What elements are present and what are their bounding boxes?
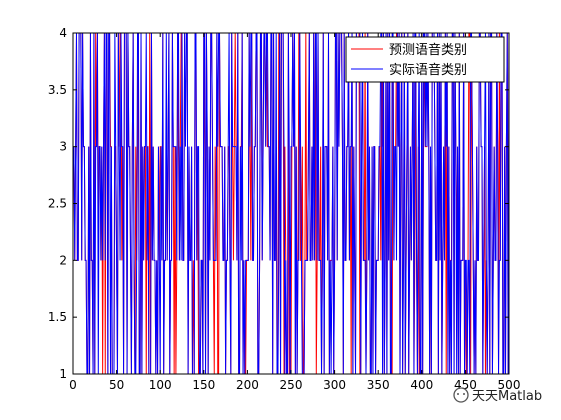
- y-tick-label: 3.5: [48, 83, 67, 97]
- series-layer: [73, 32, 510, 375]
- watermark: 天天Matlab: [453, 387, 542, 404]
- wechat-icon-eye-right: [463, 393, 465, 395]
- x-tick-label: 100: [149, 378, 172, 392]
- y-tick-label: 4: [59, 26, 67, 40]
- y-tick-label: 3: [59, 140, 67, 154]
- x-tick-label: 400: [410, 378, 433, 392]
- x-tick-label: 350: [367, 378, 390, 392]
- wechat-icon: [453, 387, 469, 403]
- y-axis: 1 1.5 2 2.5 3 3.5 4: [48, 26, 509, 381]
- legend-box: [345, 36, 505, 83]
- legend-label-actual: 实际语音类别: [389, 62, 467, 78]
- y-tick-label: 2.5: [48, 197, 67, 211]
- x-axis: 0 50 100 150 200 250 300 350 400 450 500: [69, 33, 520, 392]
- x-tick-label: 200: [236, 378, 259, 392]
- x-tick-label: 500: [498, 378, 521, 392]
- y-tick-label: 1.5: [48, 310, 67, 324]
- x-tick-label: 50: [109, 378, 124, 392]
- legend-label-predicted: 预测语音类别: [389, 42, 467, 58]
- y-tick-label: 2: [59, 253, 67, 267]
- x-tick-label: 250: [280, 378, 303, 392]
- wechat-icon-eye-left: [457, 393, 459, 395]
- series-line-actual: [73, 32, 510, 375]
- watermark-text: 天天Matlab: [472, 389, 542, 404]
- x-tick-label: 300: [323, 378, 346, 392]
- legend: 预测语音类别 实际语音类别: [345, 36, 505, 83]
- x-tick-label: 150: [192, 378, 215, 392]
- x-tick-label: 0: [69, 378, 77, 392]
- y-tick-label: 1: [59, 367, 67, 381]
